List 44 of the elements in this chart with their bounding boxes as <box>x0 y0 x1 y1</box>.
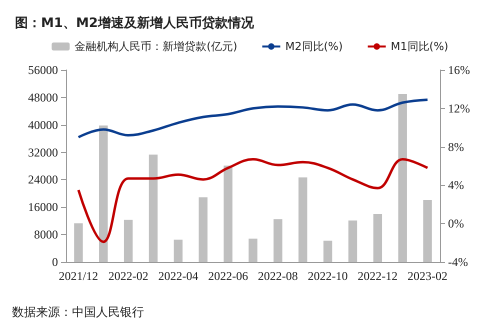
bar <box>198 197 208 262</box>
source-note: 数据来源：中国人民银行 <box>12 305 144 319</box>
x-tick-label: 2022-10 <box>308 269 348 283</box>
y-tick-label: 40000 <box>28 118 58 132</box>
bar <box>74 223 83 262</box>
x-tick-label: 2022-02 <box>108 269 148 283</box>
y-tick-label: 32000 <box>28 145 58 160</box>
y-tick-label: 48000 <box>28 90 58 104</box>
bar <box>323 240 332 262</box>
bar <box>274 219 282 262</box>
bar <box>124 220 133 262</box>
x-tick-label: 2022-12 <box>358 269 398 283</box>
bar <box>373 214 382 262</box>
y2-tick-label: 12% <box>448 101 470 116</box>
bar <box>148 154 158 262</box>
chart-title: 图：M1、M2增速及新增人民币贷款情况 <box>15 15 255 31</box>
bar <box>423 200 432 262</box>
bar <box>298 177 308 262</box>
legend-label: 金融机构人民币：新增贷款(亿元) <box>74 40 238 53</box>
bar <box>224 166 232 262</box>
legend-label: M1同比(%) <box>390 40 448 53</box>
bar <box>99 126 108 262</box>
y2-tick-label: 0% <box>448 216 464 231</box>
bar <box>248 238 258 262</box>
y2-tick-label: -4% <box>448 255 468 269</box>
y2-tick-label: 16% <box>448 63 470 77</box>
line-series <box>77 158 429 244</box>
x-tick-label: 2022-04 <box>158 269 198 283</box>
y2-tick-label: 4% <box>448 178 464 192</box>
legend-label: M2同比(%) <box>285 40 343 53</box>
x-tick-label: 2021/12 <box>58 269 98 283</box>
y-tick-label: 8000 <box>34 228 58 242</box>
x-tick-label: 2022-06 <box>208 269 248 283</box>
y-tick-label: 56000 <box>28 63 58 77</box>
line-series <box>77 98 429 138</box>
y-tick-label: 16000 <box>28 200 58 214</box>
y-tick-label: 0 <box>52 255 58 269</box>
x-tick-label: 2022-08 <box>258 269 298 283</box>
bar <box>174 240 183 262</box>
x-tick-label: 2023-02 <box>408 269 448 283</box>
bar <box>398 94 407 262</box>
y-tick-label: 24000 <box>28 172 58 187</box>
bar <box>348 220 358 262</box>
y2-tick-label: 8% <box>448 140 464 154</box>
